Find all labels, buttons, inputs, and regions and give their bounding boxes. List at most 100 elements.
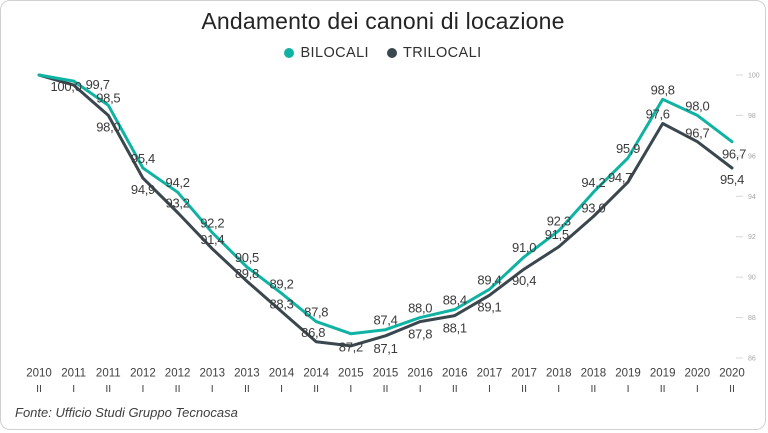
data-labels-trilocali: 98,0 94,9 93,2 91,4 89,8 88,3 86,8 87,1 87,8 88,1… bbox=[96, 107, 744, 356]
x-axis-year-label: 2018 bbox=[581, 368, 607, 380]
legend-label-trilocali: TRILOCALI bbox=[402, 45, 482, 61]
data-label: 98,0 bbox=[96, 119, 120, 134]
x-axis-semester-label: I bbox=[419, 383, 422, 395]
data-label: 87,2 bbox=[339, 340, 363, 355]
data-label: 91,0 bbox=[512, 240, 536, 255]
x-axis-semester-label: I bbox=[280, 383, 283, 395]
data-label: 90,4 bbox=[512, 273, 536, 288]
data-label: 88,0 bbox=[408, 301, 432, 316]
x-axis-year-label: 2017 bbox=[511, 368, 537, 380]
x-axis: 2010II2011I2011II2012I2012II2013I2013II2… bbox=[26, 368, 745, 396]
data-label: 93,2 bbox=[166, 195, 190, 210]
data-label: 94,2 bbox=[581, 175, 605, 190]
x-axis-semester-label: I bbox=[141, 383, 144, 395]
x-axis-year-label: 2016 bbox=[442, 368, 468, 380]
x-axis-semester-label: II bbox=[313, 383, 319, 395]
y-axis-tick-label: 100 bbox=[748, 73, 760, 80]
x-axis-semester-label: I bbox=[488, 383, 491, 395]
y-axis-tick-label: 88 bbox=[748, 315, 756, 322]
y-axis-tick-label: 96 bbox=[748, 153, 756, 160]
data-label: 89,1 bbox=[477, 299, 501, 314]
y-axis-tick-label: 92 bbox=[748, 234, 756, 241]
data-label: 88,1 bbox=[443, 321, 467, 336]
legend-dot-bilocali-icon bbox=[284, 48, 295, 58]
y-axis-tick-label: 98 bbox=[748, 113, 756, 120]
x-axis-semester-label: I bbox=[211, 383, 214, 395]
data-label: 95,9 bbox=[616, 141, 640, 156]
data-label: 87,8 bbox=[408, 327, 432, 342]
x-axis-semester-label: II bbox=[452, 383, 458, 395]
data-label: 98,8 bbox=[651, 82, 675, 97]
x-axis-semester-label: I bbox=[696, 383, 699, 395]
data-label: 96,7 bbox=[722, 147, 746, 162]
x-axis-semester-label: I bbox=[557, 383, 560, 395]
data-label: 87,4 bbox=[373, 313, 397, 328]
x-axis-year-label: 2010 bbox=[26, 368, 52, 380]
series-line-bilocali bbox=[37, 73, 734, 336]
x-axis-year-label: 2017 bbox=[477, 368, 503, 380]
x-axis-year-label: 2014 bbox=[303, 368, 329, 380]
data-label: 97,6 bbox=[646, 107, 670, 122]
source-caption: Fonte: Ufficio Studi Gruppo Tecnocasa bbox=[15, 405, 238, 420]
legend-dot-trilocali-icon bbox=[386, 48, 397, 58]
x-axis-semester-label: I bbox=[72, 383, 75, 395]
data-label: 86,8 bbox=[301, 325, 325, 340]
data-label: 98,5 bbox=[96, 90, 120, 105]
y-axis-tick-label: 90 bbox=[748, 275, 756, 282]
series-line-trilocali bbox=[37, 73, 734, 348]
x-axis-year-label: 2013 bbox=[234, 368, 260, 380]
data-label: 95,4 bbox=[720, 172, 744, 187]
x-axis-year-label: 2019 bbox=[650, 368, 676, 380]
x-axis-semester-label: II bbox=[105, 383, 111, 395]
x-axis-semester-label: II bbox=[729, 383, 735, 395]
x-axis-semester-label: I bbox=[349, 383, 352, 395]
chart-title: Andamento dei canoni di locazione bbox=[201, 8, 565, 34]
data-label: 87,8 bbox=[304, 305, 328, 320]
data-label: 91,4 bbox=[200, 232, 224, 247]
x-axis-year-label: 2012 bbox=[130, 368, 156, 380]
data-label: 98,0 bbox=[685, 98, 709, 113]
x-axis-semester-label: II bbox=[244, 383, 250, 395]
legend-label-bilocali: BILOCALI bbox=[300, 45, 369, 61]
x-axis-semester-label: II bbox=[175, 383, 181, 395]
x-axis-year-label: 2015 bbox=[373, 368, 399, 380]
legend-item-bilocali[interactable]: BILOCALI bbox=[284, 45, 369, 61]
data-label: 100,0 bbox=[50, 79, 81, 94]
x-axis-year-label: 2013 bbox=[199, 368, 225, 380]
x-axis-year-label: 2015 bbox=[338, 368, 364, 380]
x-axis-year-label: 2018 bbox=[546, 368, 572, 380]
data-label: 89,8 bbox=[235, 266, 259, 281]
x-axis-year-label: 2016 bbox=[407, 368, 433, 380]
data-label: 94,7 bbox=[608, 170, 632, 185]
data-label: 91,5 bbox=[545, 227, 569, 242]
data-label: 96,7 bbox=[685, 126, 709, 141]
data-label: 99,7 bbox=[86, 77, 110, 92]
data-label: 92,3 bbox=[547, 214, 571, 229]
data-labels-bilocali: 100,0 99,798,5 95,4 94,2 92,2 90,5 89,2 87,8 87,… bbox=[50, 77, 746, 355]
y-axis: 86 88 90 92 94 96 98 100 bbox=[736, 73, 760, 363]
data-label: 89,2 bbox=[269, 276, 293, 291]
x-axis-year-label: 2011 bbox=[61, 368, 86, 380]
y-axis-tick-label: 86 bbox=[748, 356, 756, 363]
data-label: 88,4 bbox=[443, 292, 467, 307]
y-axis-tick-label: 94 bbox=[748, 194, 756, 201]
data-label: 87,1 bbox=[373, 341, 397, 356]
data-label: 90,5 bbox=[235, 250, 259, 265]
data-label: 92,2 bbox=[200, 216, 224, 231]
x-axis-semester-label: II bbox=[660, 383, 666, 395]
data-label: 94,2 bbox=[166, 175, 190, 190]
x-axis-year-label: 2019 bbox=[615, 368, 641, 380]
data-label: 93,0 bbox=[581, 201, 605, 216]
x-axis-year-label: 2020 bbox=[685, 368, 711, 380]
data-label: 95,4 bbox=[131, 151, 155, 166]
x-axis-year-label: 2012 bbox=[165, 368, 191, 380]
data-label: 88,3 bbox=[269, 297, 293, 312]
x-axis-year-label: 2014 bbox=[269, 368, 295, 380]
x-axis-semester-label: I bbox=[627, 383, 630, 395]
x-axis-year-label: 2020 bbox=[719, 368, 745, 380]
legend-item-trilocali[interactable]: TRILOCALI bbox=[386, 45, 482, 61]
data-label: 94,9 bbox=[131, 182, 155, 197]
legend: BILOCALI TRILOCALI bbox=[1, 45, 765, 61]
